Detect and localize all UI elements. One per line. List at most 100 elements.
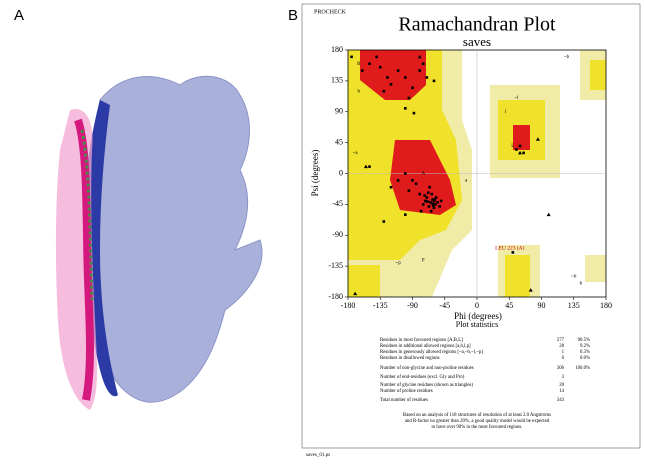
surface	[87, 75, 263, 403]
glycine-point	[535, 137, 540, 141]
point	[431, 202, 434, 205]
stat-label: Residues in disallowed regions	[380, 356, 440, 361]
point	[432, 199, 436, 203]
y-tick-label: 90	[335, 107, 343, 116]
x-tick-label: 45	[505, 301, 513, 310]
stat-percent: 0.0%	[580, 356, 590, 361]
x-tick-label: 0	[475, 301, 479, 310]
point	[433, 198, 437, 201]
file-name: saves_01.ps	[306, 453, 330, 458]
region-label: ~p	[396, 261, 402, 266]
point	[407, 96, 411, 100]
point	[378, 65, 382, 69]
point	[436, 201, 439, 204]
point	[396, 69, 400, 72]
point	[432, 79, 436, 83]
point	[407, 189, 411, 192]
stat-count: 28	[559, 344, 564, 349]
footnote-line: Based on an analysis of 118 structures o…	[403, 413, 551, 418]
stat-percent: 9.2%	[580, 344, 590, 349]
panel-label: B	[288, 7, 298, 24]
point	[361, 69, 364, 72]
stat-label: Residues in additional allowed regions […	[380, 344, 471, 349]
x-tick-label: -90	[407, 301, 418, 310]
chart-subtitle: saves	[463, 34, 491, 49]
point	[427, 205, 431, 208]
favoured-region	[360, 50, 530, 215]
footnote: Based on an analysis of 118 structures o…	[403, 413, 551, 430]
point	[419, 209, 423, 213]
region-label: L	[511, 144, 514, 149]
glycine-point	[363, 164, 368, 169]
point	[425, 196, 429, 199]
glycine-point	[518, 150, 522, 155]
point	[522, 151, 525, 155]
x-tick-label: 180	[600, 301, 612, 310]
stat-label: Number of glycine residues (shown as tri…	[380, 383, 473, 388]
point	[515, 148, 518, 151]
stats-title: Plot statistics	[456, 320, 498, 329]
point	[434, 196, 438, 199]
region-label: ~b	[564, 55, 570, 60]
point	[375, 55, 378, 59]
point	[431, 204, 435, 208]
point	[421, 62, 425, 66]
x-axis-label: Phi (degrees)	[454, 311, 502, 321]
point	[432, 206, 436, 210]
glycine-point	[353, 291, 358, 296]
glycine-point	[528, 288, 533, 292]
region-label: A	[421, 172, 425, 177]
point	[430, 192, 434, 196]
stat-count: 277	[557, 338, 565, 343]
stat-percent: 100.0%	[575, 366, 590, 371]
glycine-point	[546, 212, 551, 217]
x-tick-label: 90	[538, 301, 546, 310]
footnote-line: to have over 90% in the most favoured re…	[432, 425, 523, 430]
stat-label: Residues in generously allowed regions […	[380, 350, 483, 355]
point	[431, 198, 434, 201]
y-tick-label: 45	[335, 137, 343, 146]
panel-label: A	[14, 7, 24, 24]
stat-label: Number of proline residues	[380, 389, 433, 394]
stat-count: 14	[559, 389, 564, 394]
point	[404, 172, 407, 175]
region-label: l	[505, 110, 507, 115]
stat-label: Number of non-glycine and non-proline re…	[380, 366, 474, 371]
molecule-image	[55, 75, 263, 411]
region-label: ~b	[571, 275, 577, 280]
point	[418, 69, 421, 72]
stat-label: Number of end-residues (excl. Gly and Pr…	[380, 375, 465, 380]
stat-label: Residues in most favoured regions [A,B,L…	[380, 338, 463, 343]
point	[434, 203, 437, 206]
y-axis-label: Psi (degrees)	[310, 150, 320, 197]
point	[414, 182, 418, 186]
point	[368, 62, 371, 66]
point	[438, 205, 442, 208]
x-tick-label: -180	[341, 301, 356, 310]
stat-count: 20	[559, 383, 564, 388]
point	[386, 76, 389, 79]
point	[511, 251, 515, 254]
point	[439, 199, 443, 203]
stats-table: Residues in most favoured regions [A,B,L…	[380, 338, 590, 403]
point	[382, 89, 386, 93]
y-tick-label: 135	[331, 76, 343, 85]
y-tick-label: -45	[332, 199, 343, 208]
point	[428, 185, 431, 189]
y-tick-label: -180	[328, 292, 343, 301]
point	[421, 203, 425, 206]
region-label: ~l	[514, 96, 519, 101]
point	[368, 165, 371, 168]
point	[518, 144, 522, 148]
stat-count: 3	[562, 375, 565, 380]
x-tick-label: 135	[568, 301, 580, 310]
point	[404, 213, 407, 216]
annotation: LEU 223 (A)	[495, 245, 524, 252]
point	[423, 194, 426, 197]
point	[411, 86, 414, 90]
stat-count: 343	[557, 398, 565, 403]
footnote-line: and R-factor no greater than 20%, a good…	[405, 419, 550, 424]
region-label: B	[357, 62, 361, 67]
y-tick-label: -90	[332, 230, 343, 239]
